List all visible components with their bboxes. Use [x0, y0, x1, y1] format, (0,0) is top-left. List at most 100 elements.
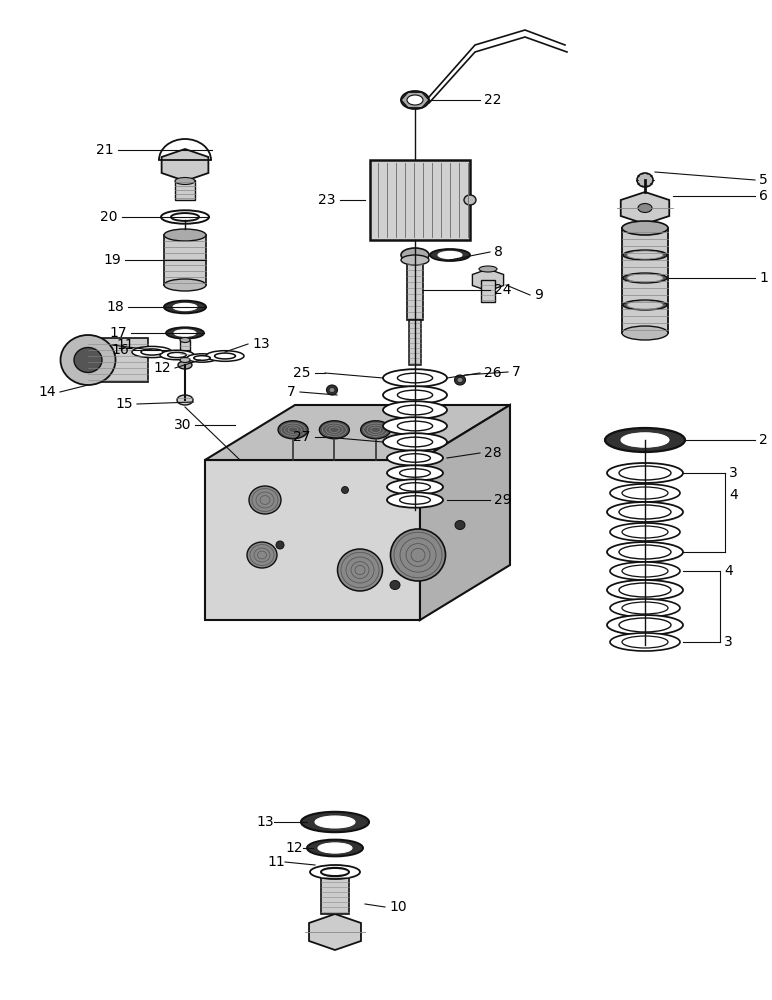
- Text: 24: 24: [494, 283, 512, 297]
- Text: 17: 17: [110, 326, 127, 340]
- Text: 26: 26: [484, 366, 502, 380]
- Text: 30: 30: [174, 418, 191, 432]
- Ellipse shape: [610, 523, 680, 541]
- Ellipse shape: [187, 354, 217, 362]
- Text: 20: 20: [100, 210, 118, 224]
- Text: 25: 25: [293, 366, 310, 380]
- Ellipse shape: [318, 843, 352, 853]
- Bar: [622, 228, 668, 333]
- Ellipse shape: [619, 466, 671, 480]
- Ellipse shape: [215, 353, 235, 359]
- Ellipse shape: [438, 251, 462, 259]
- Ellipse shape: [387, 479, 443, 495]
- Ellipse shape: [479, 266, 497, 272]
- Ellipse shape: [457, 377, 463, 382]
- Ellipse shape: [401, 91, 429, 109]
- Ellipse shape: [161, 210, 209, 224]
- Ellipse shape: [341, 487, 348, 493]
- Ellipse shape: [398, 390, 432, 400]
- Text: 22: 22: [484, 93, 502, 107]
- Ellipse shape: [174, 330, 196, 336]
- Bar: [180, 340, 190, 360]
- Ellipse shape: [400, 496, 431, 504]
- Bar: [164, 235, 206, 285]
- Text: 27: 27: [293, 430, 310, 444]
- Ellipse shape: [627, 251, 663, 259]
- Text: 6: 6: [759, 189, 768, 203]
- Bar: [481, 280, 495, 302]
- Ellipse shape: [622, 565, 668, 577]
- Ellipse shape: [390, 580, 400, 589]
- Ellipse shape: [383, 433, 447, 451]
- Polygon shape: [621, 192, 669, 224]
- Bar: [409, 320, 421, 365]
- Ellipse shape: [178, 361, 192, 369]
- Bar: [175, 180, 195, 200]
- Ellipse shape: [310, 865, 360, 879]
- Ellipse shape: [391, 529, 445, 581]
- Text: 16: 16: [111, 343, 129, 357]
- Ellipse shape: [607, 542, 683, 562]
- Ellipse shape: [194, 356, 210, 360]
- Ellipse shape: [307, 840, 363, 856]
- Text: 3: 3: [724, 635, 733, 649]
- Ellipse shape: [168, 352, 186, 358]
- Ellipse shape: [387, 465, 443, 481]
- Text: 18: 18: [107, 300, 124, 314]
- Text: 13: 13: [256, 815, 274, 829]
- Ellipse shape: [610, 562, 680, 580]
- Ellipse shape: [278, 421, 308, 439]
- Ellipse shape: [401, 255, 429, 265]
- Polygon shape: [161, 149, 208, 181]
- Bar: [88, 338, 148, 382]
- Bar: [370, 160, 470, 240]
- Ellipse shape: [605, 428, 685, 452]
- Text: 4: 4: [724, 564, 733, 578]
- Ellipse shape: [622, 602, 668, 614]
- Ellipse shape: [398, 421, 432, 431]
- Ellipse shape: [623, 300, 667, 310]
- Text: 11: 11: [267, 855, 285, 869]
- Ellipse shape: [247, 542, 277, 568]
- Ellipse shape: [627, 274, 663, 282]
- Ellipse shape: [180, 358, 190, 362]
- Ellipse shape: [455, 520, 465, 530]
- Ellipse shape: [60, 335, 116, 385]
- Ellipse shape: [327, 385, 337, 395]
- Ellipse shape: [623, 273, 667, 283]
- Ellipse shape: [383, 401, 447, 419]
- Ellipse shape: [321, 867, 349, 876]
- Ellipse shape: [401, 248, 429, 262]
- Ellipse shape: [398, 373, 432, 383]
- Text: 23: 23: [319, 193, 336, 207]
- Ellipse shape: [206, 351, 244, 361]
- Ellipse shape: [276, 541, 284, 549]
- Text: 29: 29: [494, 493, 512, 507]
- Ellipse shape: [301, 812, 369, 832]
- Text: 4: 4: [729, 488, 738, 502]
- Ellipse shape: [164, 229, 206, 241]
- Ellipse shape: [638, 204, 652, 213]
- Ellipse shape: [398, 437, 432, 447]
- Ellipse shape: [166, 327, 204, 339]
- Text: 2: 2: [759, 433, 767, 447]
- Ellipse shape: [387, 450, 443, 466]
- Text: 28: 28: [484, 446, 502, 460]
- Text: 10: 10: [389, 900, 407, 914]
- Ellipse shape: [623, 250, 667, 260]
- Ellipse shape: [74, 348, 102, 372]
- Text: 14: 14: [39, 385, 56, 399]
- Ellipse shape: [619, 505, 671, 519]
- Text: 12: 12: [286, 841, 303, 855]
- Ellipse shape: [180, 338, 190, 342]
- Text: 13: 13: [252, 337, 269, 351]
- Bar: [407, 260, 423, 320]
- Ellipse shape: [175, 178, 195, 184]
- Text: 5: 5: [759, 173, 767, 187]
- Text: 3: 3: [729, 466, 738, 480]
- Ellipse shape: [619, 618, 671, 632]
- Ellipse shape: [622, 487, 668, 499]
- Ellipse shape: [171, 213, 199, 221]
- Ellipse shape: [619, 583, 671, 597]
- Ellipse shape: [607, 580, 683, 600]
